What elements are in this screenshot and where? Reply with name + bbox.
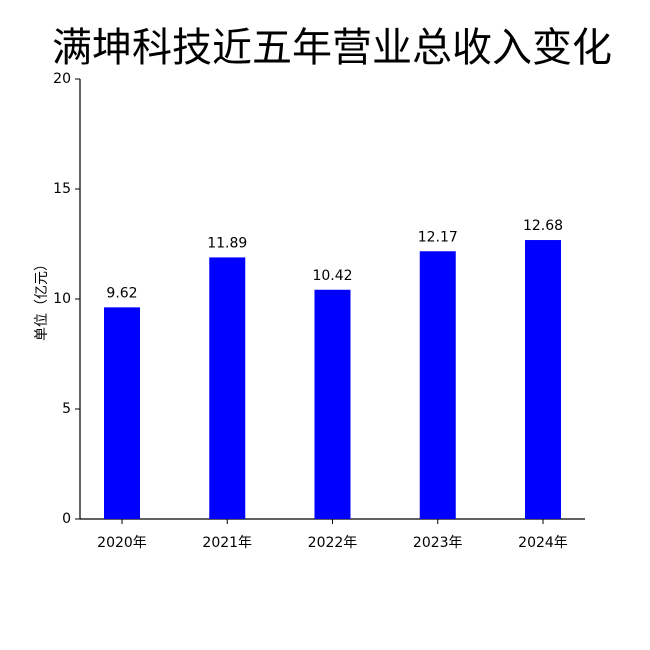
y-tick-label: 10 [53, 291, 71, 307]
x-tick-label: 2022年 [308, 535, 358, 551]
y-tick-label: 0 [62, 511, 71, 527]
data-label: 12.17 [418, 229, 458, 245]
bar [525, 240, 561, 520]
y-axis-label: 单位（亿元） [34, 257, 50, 341]
data-label: 9.62 [106, 285, 137, 301]
data-label: 12.68 [523, 218, 563, 234]
x-tick-label: 2021年 [202, 535, 252, 551]
bar [314, 289, 351, 519]
data-label: 10.42 [312, 268, 352, 284]
x-tick-label: 2023年 [413, 535, 463, 551]
data-label: 11.89 [207, 235, 247, 251]
x-tick-label: 2024年 [518, 535, 568, 551]
bar [209, 257, 246, 519]
y-tick-label: 15 [53, 181, 71, 197]
y-tick-label: 20 [53, 71, 71, 87]
bar [419, 251, 456, 519]
y-tick-label: 5 [62, 401, 71, 417]
chart-title: 满坤科技近五年营业总收入变化 [52, 25, 612, 71]
bar [104, 307, 140, 519]
x-tick-label: 2020年 [97, 535, 147, 551]
